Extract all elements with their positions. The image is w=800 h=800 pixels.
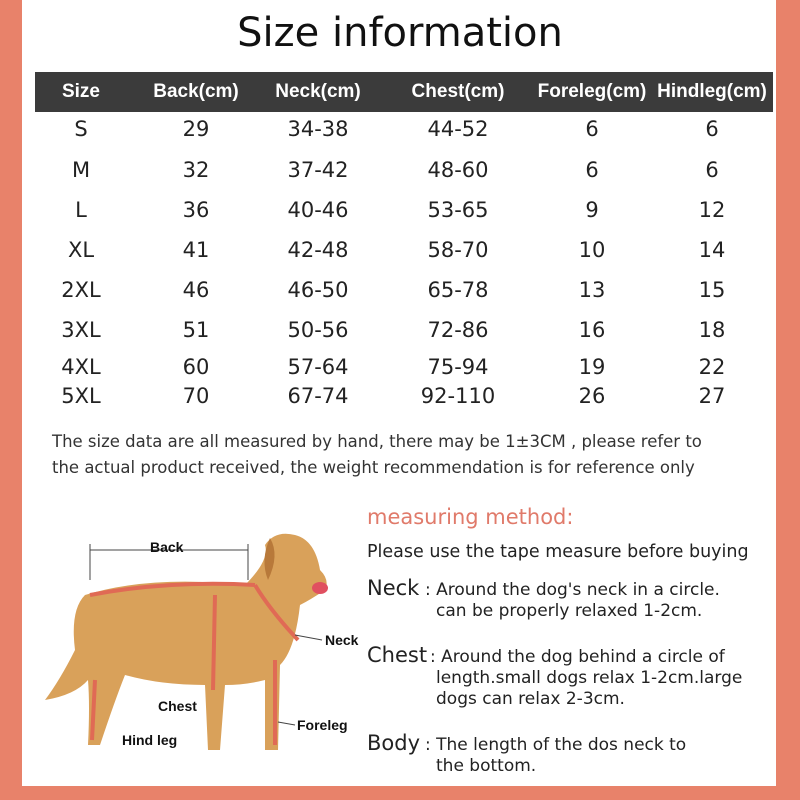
table-cell: 46 [182,278,210,302]
column-header: Chest(cm) [411,81,505,102]
back-label: Back [150,539,184,555]
measure-description-line: : Around the dog behind a circle of [430,647,725,667]
table-cell: 5XL [61,384,101,408]
table-cell: 58-70 [427,238,489,262]
measure-term-body: Body [367,731,421,755]
table-cell: 10 [578,238,606,262]
table-cell: 22 [698,355,726,379]
measure-description-line: the bottom. [436,756,537,776]
back-dimension-line [89,544,249,580]
table-cell: 26 [578,384,606,408]
table-cell: 67-74 [287,384,349,408]
measure-description-line: can be properly relaxed 1-2cm. [436,601,703,621]
table-cell: S [74,117,88,141]
table-cell: 36 [182,198,210,222]
measure-description-line: dogs can relax 2-3cm. [436,689,625,709]
column-header: Foreleg(cm) [537,81,647,102]
foreleg-pointer [277,721,296,726]
harness [89,581,300,745]
table-cell: 12 [698,198,726,222]
table-cell: 18 [698,318,726,342]
neck-label: Neck [325,632,359,648]
table-cell: 40-46 [287,198,349,222]
hind-leg-label: Hind leg [122,732,177,748]
table-cell: 3XL [61,318,101,342]
table-cell: 42-48 [287,238,349,262]
table-cell: 51 [182,318,210,342]
measure-description-line: : Around the dog's neck in a circle. [425,580,720,600]
measure-term-neck: Neck [367,576,420,600]
table-header [35,72,773,112]
table-cell: XL [67,238,95,262]
table-cell: 4XL [61,355,101,379]
table-cell: 41 [182,238,210,262]
table-cell: 6 [705,117,719,141]
table-cell: 27 [698,384,726,408]
table-cell: 57-64 [287,355,349,379]
page-title: Size information [237,10,563,56]
measuring-intro: Please use the tape measure before buyin… [367,542,749,562]
table-cell: 34-38 [287,117,349,141]
table-cell: 6 [585,117,599,141]
table-cell: L [75,198,87,222]
measuring-method-title: measuring method: [367,505,574,529]
foreleg-label: Foreleg [297,717,348,733]
table-cell: 15 [698,278,726,302]
column-header: Neck(cm) [275,81,361,102]
column-header: Hindleg(cm) [657,81,767,102]
table-cell: 6 [585,158,599,182]
table-cell: 72-86 [427,318,489,342]
table-cell: 60 [182,355,210,379]
table-cell: 32 [182,158,210,182]
table-cell: 75-94 [427,355,489,379]
measure-description-line: length.small dogs relax 1-2cm.large [436,668,743,688]
table-cell: 29 [182,117,210,141]
table-cell: 13 [578,278,606,302]
measure-term-chest: Chest [367,643,428,667]
measure-description-line: : The length of the dos neck to [425,735,687,755]
table-cell: 14 [698,238,726,262]
column-header: Back(cm) [153,81,239,102]
table-cell: 53-65 [427,198,489,222]
table-cell: 44-52 [427,117,489,141]
table-cell: 50-56 [287,318,349,342]
table-cell: 37-42 [287,158,349,182]
table-cell: 65-78 [427,278,489,302]
table-cell: 19 [578,355,606,379]
note-line-2: the actual product received, the weight … [52,458,695,477]
dog-image [45,533,328,750]
column-header: Size [61,81,101,102]
note-line-1: The size data are all measured by hand, … [52,432,702,451]
table-cell: 6 [705,158,719,182]
table-cell: 16 [578,318,606,342]
chest-label: Chest [158,698,197,714]
table-cell: 2XL [61,278,101,302]
table-cell: 92-110 [420,384,496,408]
table-cell: 70 [182,384,210,408]
dog-measurement-illustration: Back Neck Chest Foreleg Hind leg [45,533,359,750]
table-cell: 9 [585,198,599,222]
table-cell: M [71,158,91,182]
table-cell: 46-50 [287,278,349,302]
neck-pointer [294,634,323,641]
table-cell: 48-60 [427,158,489,182]
